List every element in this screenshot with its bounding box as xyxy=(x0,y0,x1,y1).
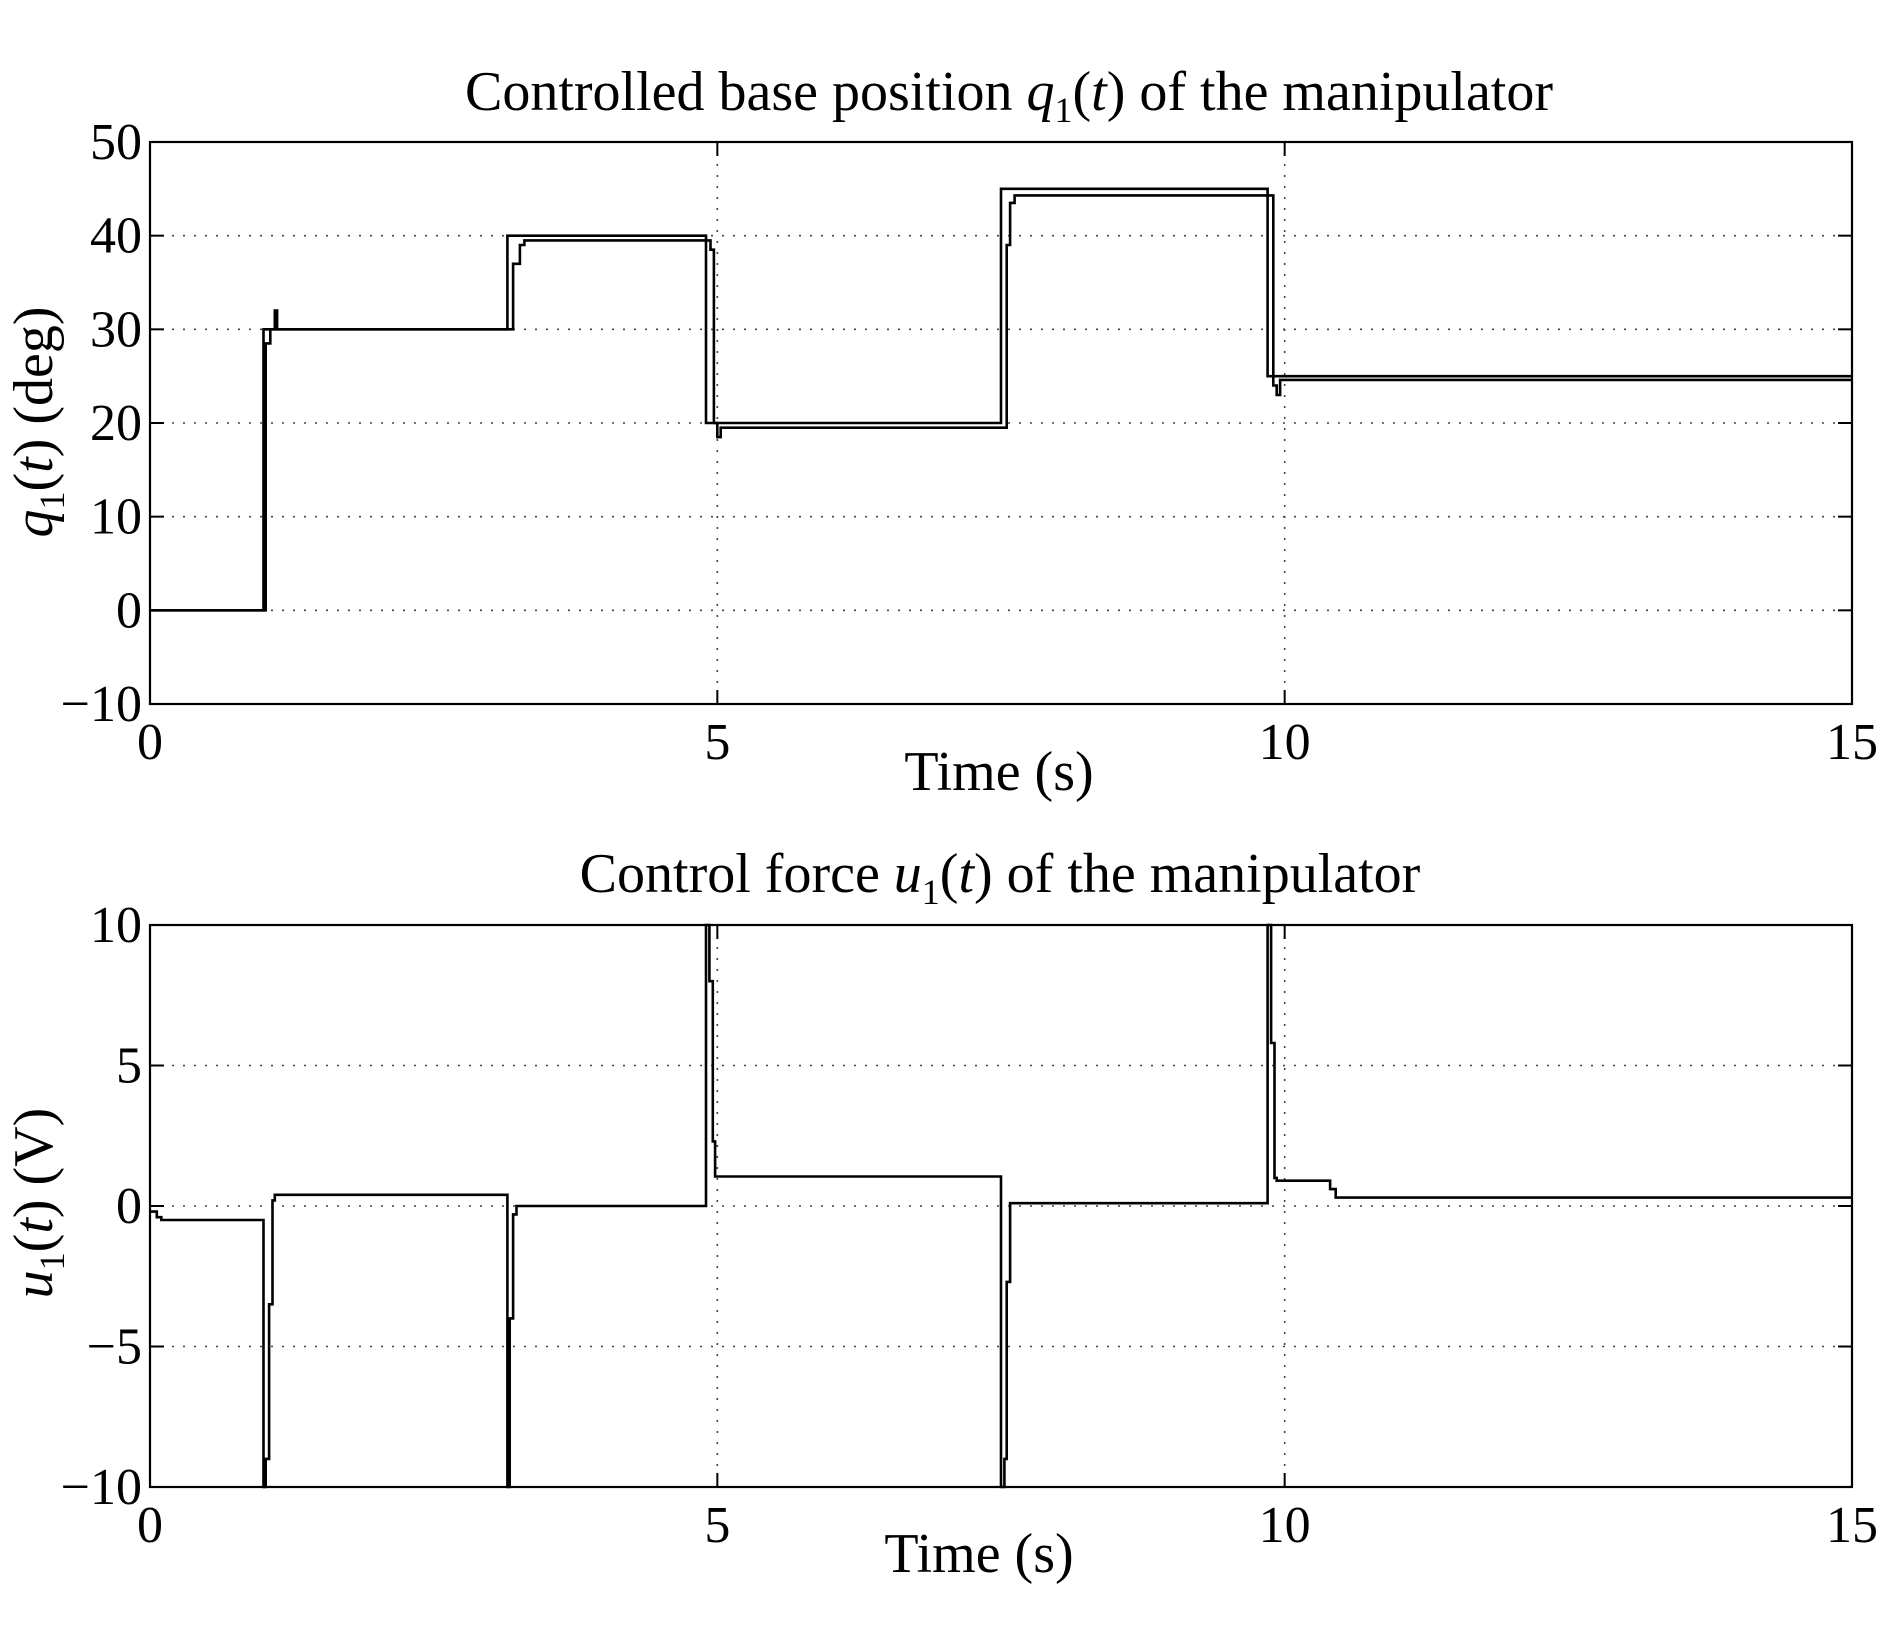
y-tick-label: 5 xyxy=(116,1038,142,1095)
y-axis-label: u1(t) (V) xyxy=(3,1108,72,1299)
y-tick-label: 30 xyxy=(90,301,142,358)
chart-title: Controlled base position q1(t) of the ma… xyxy=(465,61,1553,130)
plot-frame xyxy=(148,140,1854,706)
y-tick-label: −10 xyxy=(61,1459,142,1516)
series-group xyxy=(150,923,1852,1489)
x-tick-label: 10 xyxy=(1259,1497,1311,1554)
plot-frame xyxy=(148,923,1854,1489)
x-axis-label: Time (s) xyxy=(884,1523,1073,1585)
series-line xyxy=(150,194,1852,612)
y-tick-label: 40 xyxy=(90,208,142,265)
panel-control-force: Control force u1(t) of the manipulator −… xyxy=(3,843,1878,1585)
x-tick-label: 0 xyxy=(137,714,163,771)
x-tick-label: 10 xyxy=(1259,714,1311,771)
panel-position: Controlled base position q1(t) of the ma… xyxy=(3,61,1878,803)
x-tick-label: 15 xyxy=(1826,1497,1878,1554)
ticks: −10 −5 0 5 10 0 5 10 15 xyxy=(61,897,1878,1554)
y-tick-label: 0 xyxy=(116,1178,142,1235)
y-tick-label: 10 xyxy=(90,489,142,546)
x-axis-label: Time (s) xyxy=(904,741,1093,803)
y-axis-label: q1(t) (deg) xyxy=(3,306,72,537)
x-tick-label: 0 xyxy=(137,1497,163,1554)
y-tick-label: 20 xyxy=(90,395,142,452)
series-group xyxy=(150,187,1852,612)
chart-title: Control force u1(t) of the manipulator xyxy=(580,843,1421,912)
series-line xyxy=(150,187,1852,612)
y-tick-label: 50 xyxy=(90,114,142,171)
x-tick-label: 5 xyxy=(704,1497,730,1554)
y-tick-label: −10 xyxy=(61,676,142,733)
y-tick-label: −5 xyxy=(87,1319,142,1376)
y-tick-label: 0 xyxy=(116,582,142,639)
y-tick-label: 10 xyxy=(90,897,142,954)
series-line xyxy=(150,923,1852,1489)
x-tick-label: 5 xyxy=(704,714,730,771)
x-tick-label: 15 xyxy=(1826,714,1878,771)
